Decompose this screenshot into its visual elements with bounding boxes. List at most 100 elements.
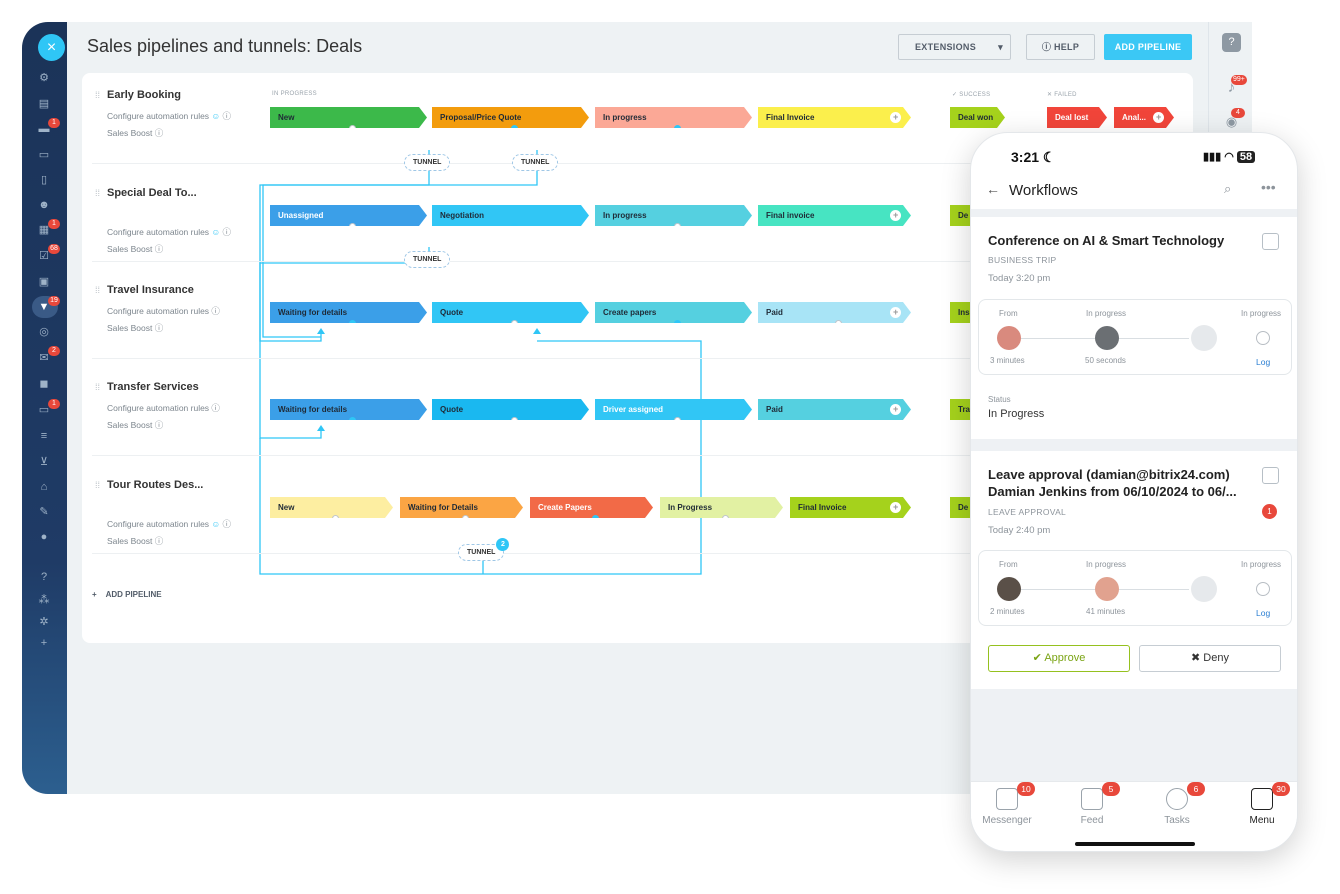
structure-icon[interactable]: ⁂: [38, 594, 50, 606]
approve-button[interactable]: ✔ Approve: [988, 645, 1130, 672]
pipeline-name[interactable]: Special Deal To...: [107, 187, 197, 199]
cart-icon[interactable]: ⊻: [39, 456, 49, 468]
stage-lost[interactable]: Anal... +: [1114, 107, 1174, 128]
battery-icon: 58: [1236, 151, 1256, 163]
stage[interactable]: Paid +: [758, 302, 911, 323]
stage[interactable]: Waiting for details: [270, 302, 427, 323]
tunnel-label[interactable]: TUNNEL: [512, 154, 559, 171]
stage[interactable]: Create Papers: [530, 497, 653, 518]
stage[interactable]: In progress: [595, 107, 752, 128]
circle-icon[interactable]: ●: [40, 531, 48, 543]
tunnel-label[interactable]: TUNNEL 2: [458, 538, 510, 561]
tab-menu[interactable]: Menu 30: [1227, 782, 1297, 826]
mail-icon[interactable]: ✉: [39, 352, 49, 364]
stage[interactable]: Quote: [432, 302, 589, 323]
pipeline-name[interactable]: Transfer Services: [107, 381, 199, 393]
users-icon[interactable]: ☻: [38, 199, 50, 211]
workflow-card[interactable]: Conference on AI & Smart Technology BUSI…: [971, 217, 1297, 439]
sales-boost-link[interactable]: Sales Boost ⓘ: [107, 128, 164, 138]
workflow-card[interactable]: Leave approval (damian@bitrix24.com) Dam…: [971, 451, 1297, 689]
inbox-icon[interactable]: ▭: [38, 404, 50, 416]
stage[interactable]: Paid +: [758, 399, 911, 420]
log-link[interactable]: Log: [1256, 357, 1271, 367]
stage[interactable]: Create papers: [595, 302, 752, 323]
sales-boost-link[interactable]: Sales Boost ⓘ: [107, 536, 164, 546]
stage[interactable]: New: [270, 497, 393, 518]
drag-handle-icon[interactable]: ⁞⁞: [95, 480, 101, 490]
pipeline-name[interactable]: Early Booking: [107, 89, 181, 101]
stage[interactable]: Proposal/Price Quote: [432, 107, 589, 128]
tab-messenger[interactable]: Messenger 10: [972, 782, 1042, 826]
automation-link[interactable]: Configure automation rules ☺ ⓘ: [107, 519, 231, 529]
target-icon[interactable]: ◎: [39, 326, 49, 338]
log-link[interactable]: Log: [1256, 608, 1271, 618]
drag-handle-icon[interactable]: ⁞⁞: [95, 382, 101, 392]
help-icon[interactable]: ?: [40, 571, 48, 583]
automation-link[interactable]: Configure automation rules ☺ ⓘ: [107, 111, 231, 121]
bell-icon[interactable]: ♪: [1227, 79, 1236, 96]
card-title-line2: Damian Jenkins from 06/10/2024 to 06/...: [988, 484, 1237, 499]
calendar-icon[interactable]: ▦: [38, 224, 50, 236]
sales-boost-link[interactable]: Sales Boost ⓘ: [107, 244, 164, 254]
sliders-icon[interactable]: ≡: [40, 430, 48, 442]
pipeline-name[interactable]: Tour Routes Des...: [107, 479, 204, 491]
automation-link[interactable]: Configure automation rules ⓘ: [107, 306, 220, 316]
settings-icon[interactable]: ✲: [39, 616, 49, 628]
stage[interactable]: Negotiation: [432, 205, 589, 226]
deny-button[interactable]: ✖ Deny: [1139, 645, 1281, 672]
document-icon[interactable]: ▯: [40, 174, 48, 186]
plus-icon[interactable]: +: [40, 637, 48, 649]
stage[interactable]: In Progress: [660, 497, 783, 518]
back-arrow-icon[interactable]: ←: [986, 181, 1000, 197]
card-title: Conference on AI & Smart Technology: [988, 233, 1225, 248]
pen-icon[interactable]: ✎: [39, 506, 49, 518]
question-icon[interactable]: ?: [1222, 33, 1241, 52]
chat-icon[interactable]: ◉: [1225, 114, 1238, 129]
close-icon[interactable]: ×: [38, 34, 65, 61]
pipeline-name[interactable]: Travel Insurance: [107, 284, 194, 296]
card-checkbox[interactable]: [1262, 233, 1279, 250]
stage[interactable]: Waiting for Details: [400, 497, 523, 518]
funnel-icon[interactable]: ▼: [38, 301, 50, 313]
tasks-icon[interactable]: ☑: [39, 250, 49, 262]
sales-boost-link[interactable]: Sales Boost ⓘ: [107, 420, 164, 430]
building-icon[interactable]: ⌂: [40, 481, 48, 493]
stage[interactable]: Unassigned: [270, 205, 427, 226]
tab-feed[interactable]: Feed 5: [1057, 782, 1127, 826]
drag-handle-icon[interactable]: ⁞⁞: [95, 188, 101, 198]
extensions-button[interactable]: EXTENSIONS ▾: [898, 34, 1011, 60]
clock-icon: [1256, 331, 1270, 345]
sidebar-icon-1[interactable]: ⚙: [39, 72, 49, 84]
stage[interactable]: Waiting for details: [270, 399, 427, 420]
stage[interactable]: In progress: [595, 205, 752, 226]
drag-handle-icon[interactable]: ⁞⁞: [95, 285, 101, 295]
add-pipeline-button[interactable]: ADD PIPELINE: [1104, 34, 1192, 60]
tunnel-label[interactable]: TUNNEL: [404, 154, 451, 171]
help-button[interactable]: ⓘ HELP: [1026, 34, 1095, 60]
contact-icon[interactable]: ▣: [38, 276, 50, 288]
add-pipeline-link[interactable]: + ADD PIPELINE: [92, 590, 162, 599]
sales-boost-link[interactable]: Sales Boost ⓘ: [107, 323, 164, 333]
chat-icon[interactable]: ▬: [38, 123, 50, 135]
drive-icon[interactable]: ▭: [38, 149, 50, 161]
stage[interactable]: Quote: [432, 399, 589, 420]
more-icon[interactable]: •••: [1261, 179, 1276, 195]
search-icon[interactable]: ⌕: [1224, 181, 1232, 196]
stage[interactable]: Final invoice +: [758, 205, 911, 226]
automation-link[interactable]: Configure automation rules ☺ ⓘ: [107, 227, 231, 237]
drag-handle-icon[interactable]: ⁞⁞: [95, 90, 101, 100]
tab-tasks[interactable]: Tasks 6: [1142, 782, 1212, 826]
stage[interactable]: Driver assigned: [595, 399, 752, 420]
phone-body: Conference on AI & Smart Technology BUSI…: [971, 209, 1297, 842]
tunnel-label[interactable]: TUNNEL: [404, 251, 451, 268]
stage-lost[interactable]: Deal lost: [1047, 107, 1107, 128]
stage[interactable]: New: [270, 107, 427, 128]
box-icon[interactable]: ◼: [39, 378, 49, 390]
sidebar-icon-2[interactable]: ▤: [38, 98, 50, 110]
automation-link[interactable]: Configure automation rules ⓘ: [107, 403, 220, 413]
stage[interactable]: Final Invoice +: [790, 497, 911, 518]
card-checkbox[interactable]: [1262, 467, 1279, 484]
stage[interactable]: Final Invoice +: [758, 107, 911, 128]
stage-won[interactable]: Deal won: [950, 107, 1005, 128]
status-icons: ▮▮▮ ◠ 58: [1203, 150, 1256, 163]
